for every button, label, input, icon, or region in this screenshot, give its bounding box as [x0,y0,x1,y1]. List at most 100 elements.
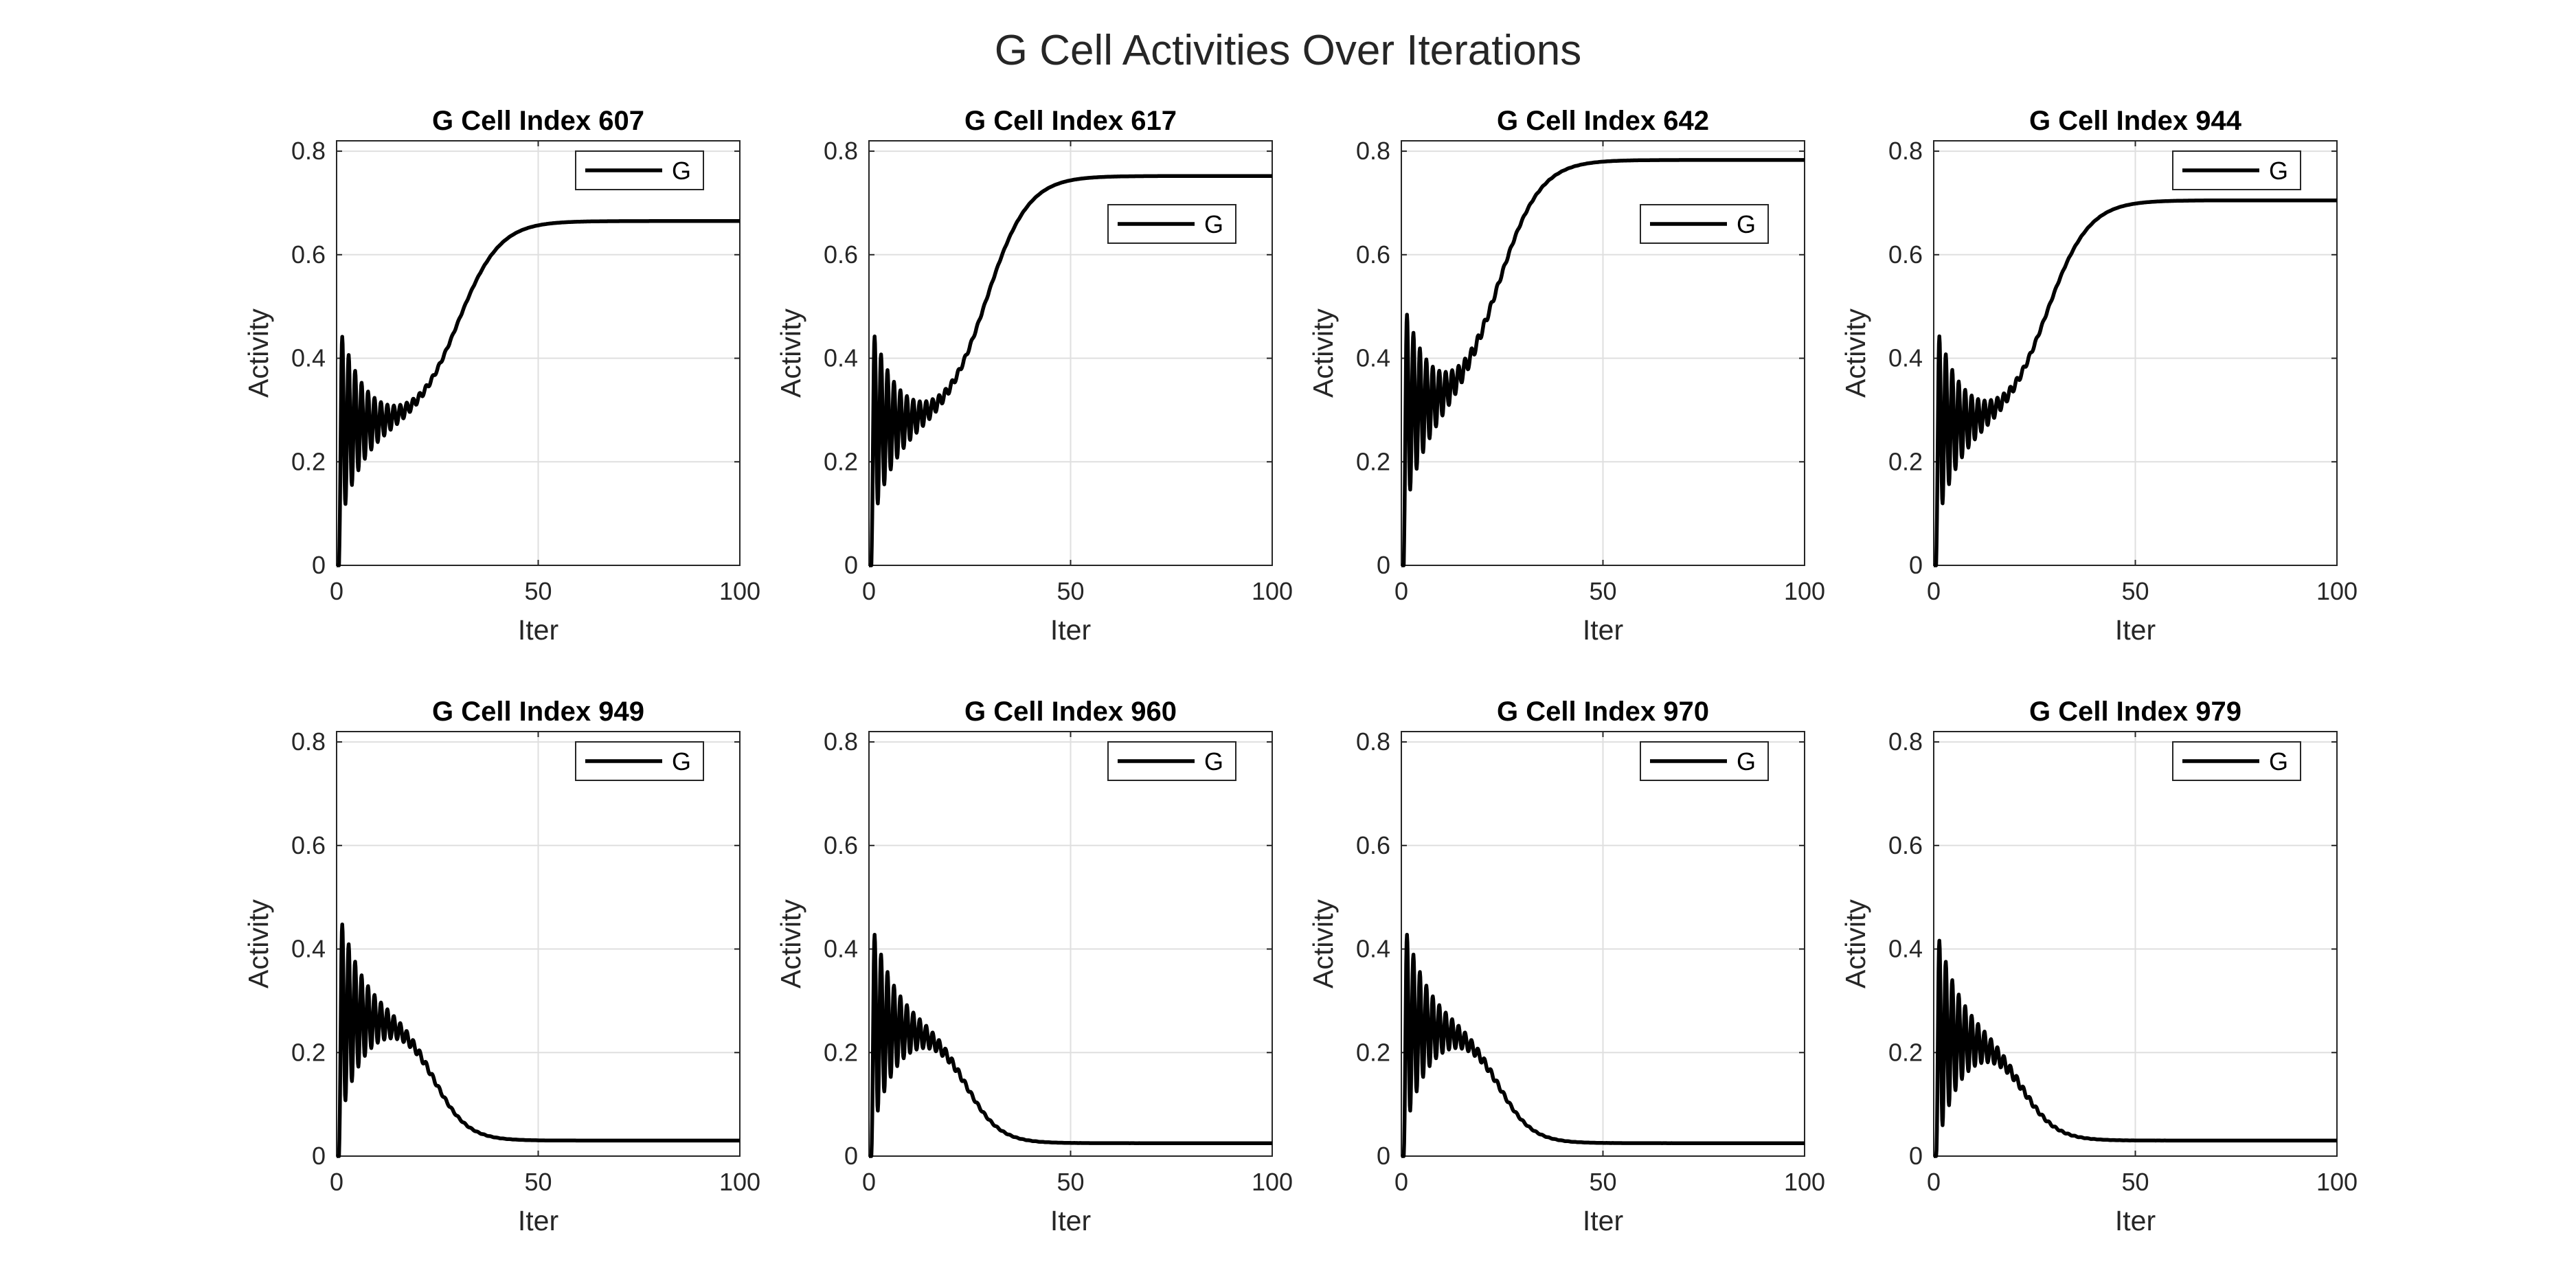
y-tick-label: 0.4 [1356,344,1390,372]
x-tick-label: 100 [2316,1168,2358,1196]
chart-panel-2: 0 50 100 0 0.2 0.4 0.6 0.8 Iter Activity G Cell In… [775,106,1293,646]
y-axis-label: Activity [1307,899,1339,988]
x-tick-label: 0 [862,577,876,605]
chart-panel-6: 0 50 100 0 0.2 0.4 0.6 0.8 Iter Activity G Cell In… [775,697,1293,1236]
series-line [335,923,742,1158]
y-tick-label: 0.8 [1888,727,1923,756]
y-tick-label: 0.6 [1356,831,1390,859]
x-axis-label: Iter [518,1205,558,1236]
legend-label: G [1737,210,1756,238]
x-tick-label: 0 [1394,577,1408,605]
chart-panel-1: 0 50 100 0 0.2 0.4 0.6 0.8 Iter Activity G Cell In… [242,106,760,646]
chart-panel-5: 0 50 100 0 0.2 0.4 0.6 0.8 Iter Activity G Cell In… [242,697,760,1236]
legend: G [1107,741,1236,781]
x-tick-label: 50 [524,577,552,605]
chart-panel-8: 0 50 100 0 0.2 0.4 0.6 0.8 Iter Activity G Cell In… [1840,697,2358,1236]
series-line [335,219,742,567]
y-axis-label: Activity [1840,899,1871,988]
x-tick-label: 100 [1784,577,1825,605]
legend: G [1640,204,1769,244]
x-tick-label: 100 [719,1168,760,1196]
x-tick-label: 100 [719,577,760,605]
x-axis-label: Iter [1583,614,1623,646]
legend-label: G [1204,747,1223,776]
y-tick-label: 0 [1377,551,1390,579]
x-axis-label: Iter [2115,614,2156,646]
figure-title: G Cell Activities Over Iterations [994,27,1582,74]
y-tick-label: 0.2 [824,1038,858,1066]
y-tick-label: 0.4 [1888,344,1923,372]
series-line [1932,198,2339,567]
y-tick-label: 0 [844,1142,858,1170]
x-tick-label: 0 [862,1168,876,1196]
y-tick-label: 0.8 [824,137,858,165]
y-tick-label: 0.2 [1356,447,1390,475]
y-tick-label: 0.8 [824,727,858,756]
x-tick-label: 50 [1589,1168,1616,1196]
series-line [1399,932,1807,1158]
x-axis-label: Iter [518,614,558,646]
y-tick-label: 0.2 [1888,1038,1923,1066]
panel-title: G Cell Index 960 [964,697,1177,727]
series-line [867,174,1274,567]
x-tick-label: 50 [2121,577,2149,605]
y-tick-label: 0.6 [1888,240,1923,269]
y-tick-label: 0 [1377,1142,1390,1170]
y-tick-label: 0.4 [824,344,858,372]
y-tick-label: 0.2 [1356,1038,1390,1066]
x-axis-label: Iter [1050,614,1091,646]
x-tick-label: 0 [330,1168,343,1196]
legend: G [575,741,704,781]
legend-label: G [672,157,691,185]
y-tick-label: 0.4 [1888,935,1923,963]
panel-title: G Cell Index 949 [432,697,644,727]
y-tick-label: 0 [1909,1142,1923,1170]
legend-label: G [1204,210,1223,238]
y-tick-label: 0.6 [291,831,326,859]
x-tick-label: 0 [1927,1168,1941,1196]
y-tick-label: 0 [1909,551,1923,579]
y-axis-label: Activity [775,308,806,398]
x-tick-label: 50 [2121,1168,2149,1196]
y-tick-label: 0.6 [824,240,858,269]
y-tick-label: 0.8 [1356,727,1390,756]
y-tick-label: 0.6 [824,831,858,859]
legend-label: G [2269,157,2288,185]
y-tick-label: 0.4 [824,935,858,963]
panel-title: G Cell Index 979 [2029,697,2241,727]
y-tick-label: 0.2 [1888,447,1923,475]
x-tick-label: 100 [1784,1168,1825,1196]
legend: G [2172,150,2301,190]
y-tick-label: 0.4 [291,344,326,372]
chart-panel-7: 0 50 100 0 0.2 0.4 0.6 0.8 Iter Activity G Cell In… [1307,697,1825,1236]
y-tick-label: 0.2 [824,447,858,475]
y-tick-label: 0.8 [291,137,326,165]
legend: G [2172,741,2301,781]
y-tick-label: 0.4 [291,935,326,963]
legend-label: G [1737,747,1756,776]
x-axis-label: Iter [2115,1205,2156,1236]
y-tick-label: 0 [312,551,326,579]
y-tick-label: 0 [844,551,858,579]
y-tick-label: 0.2 [291,1038,326,1066]
legend: G [575,150,704,190]
x-tick-label: 100 [2316,577,2358,605]
y-tick-label: 0.2 [291,447,326,475]
x-axis-label: Iter [1050,1205,1091,1236]
y-axis-label: Activity [1307,308,1339,398]
y-tick-label: 0.8 [1356,137,1390,165]
series-line [1399,158,1807,567]
x-tick-label: 100 [1252,1168,1293,1196]
x-tick-label: 50 [1057,1168,1084,1196]
y-tick-label: 0 [312,1142,326,1170]
y-axis-label: Activity [242,308,274,398]
y-tick-label: 0.8 [291,727,326,756]
y-axis-label: Activity [775,899,806,988]
panel-title: G Cell Index 607 [432,106,644,136]
panel-title: G Cell Index 642 [1497,106,1709,136]
x-tick-label: 0 [1394,1168,1408,1196]
y-tick-label: 0.6 [291,240,326,269]
y-axis-label: Activity [1840,308,1871,398]
